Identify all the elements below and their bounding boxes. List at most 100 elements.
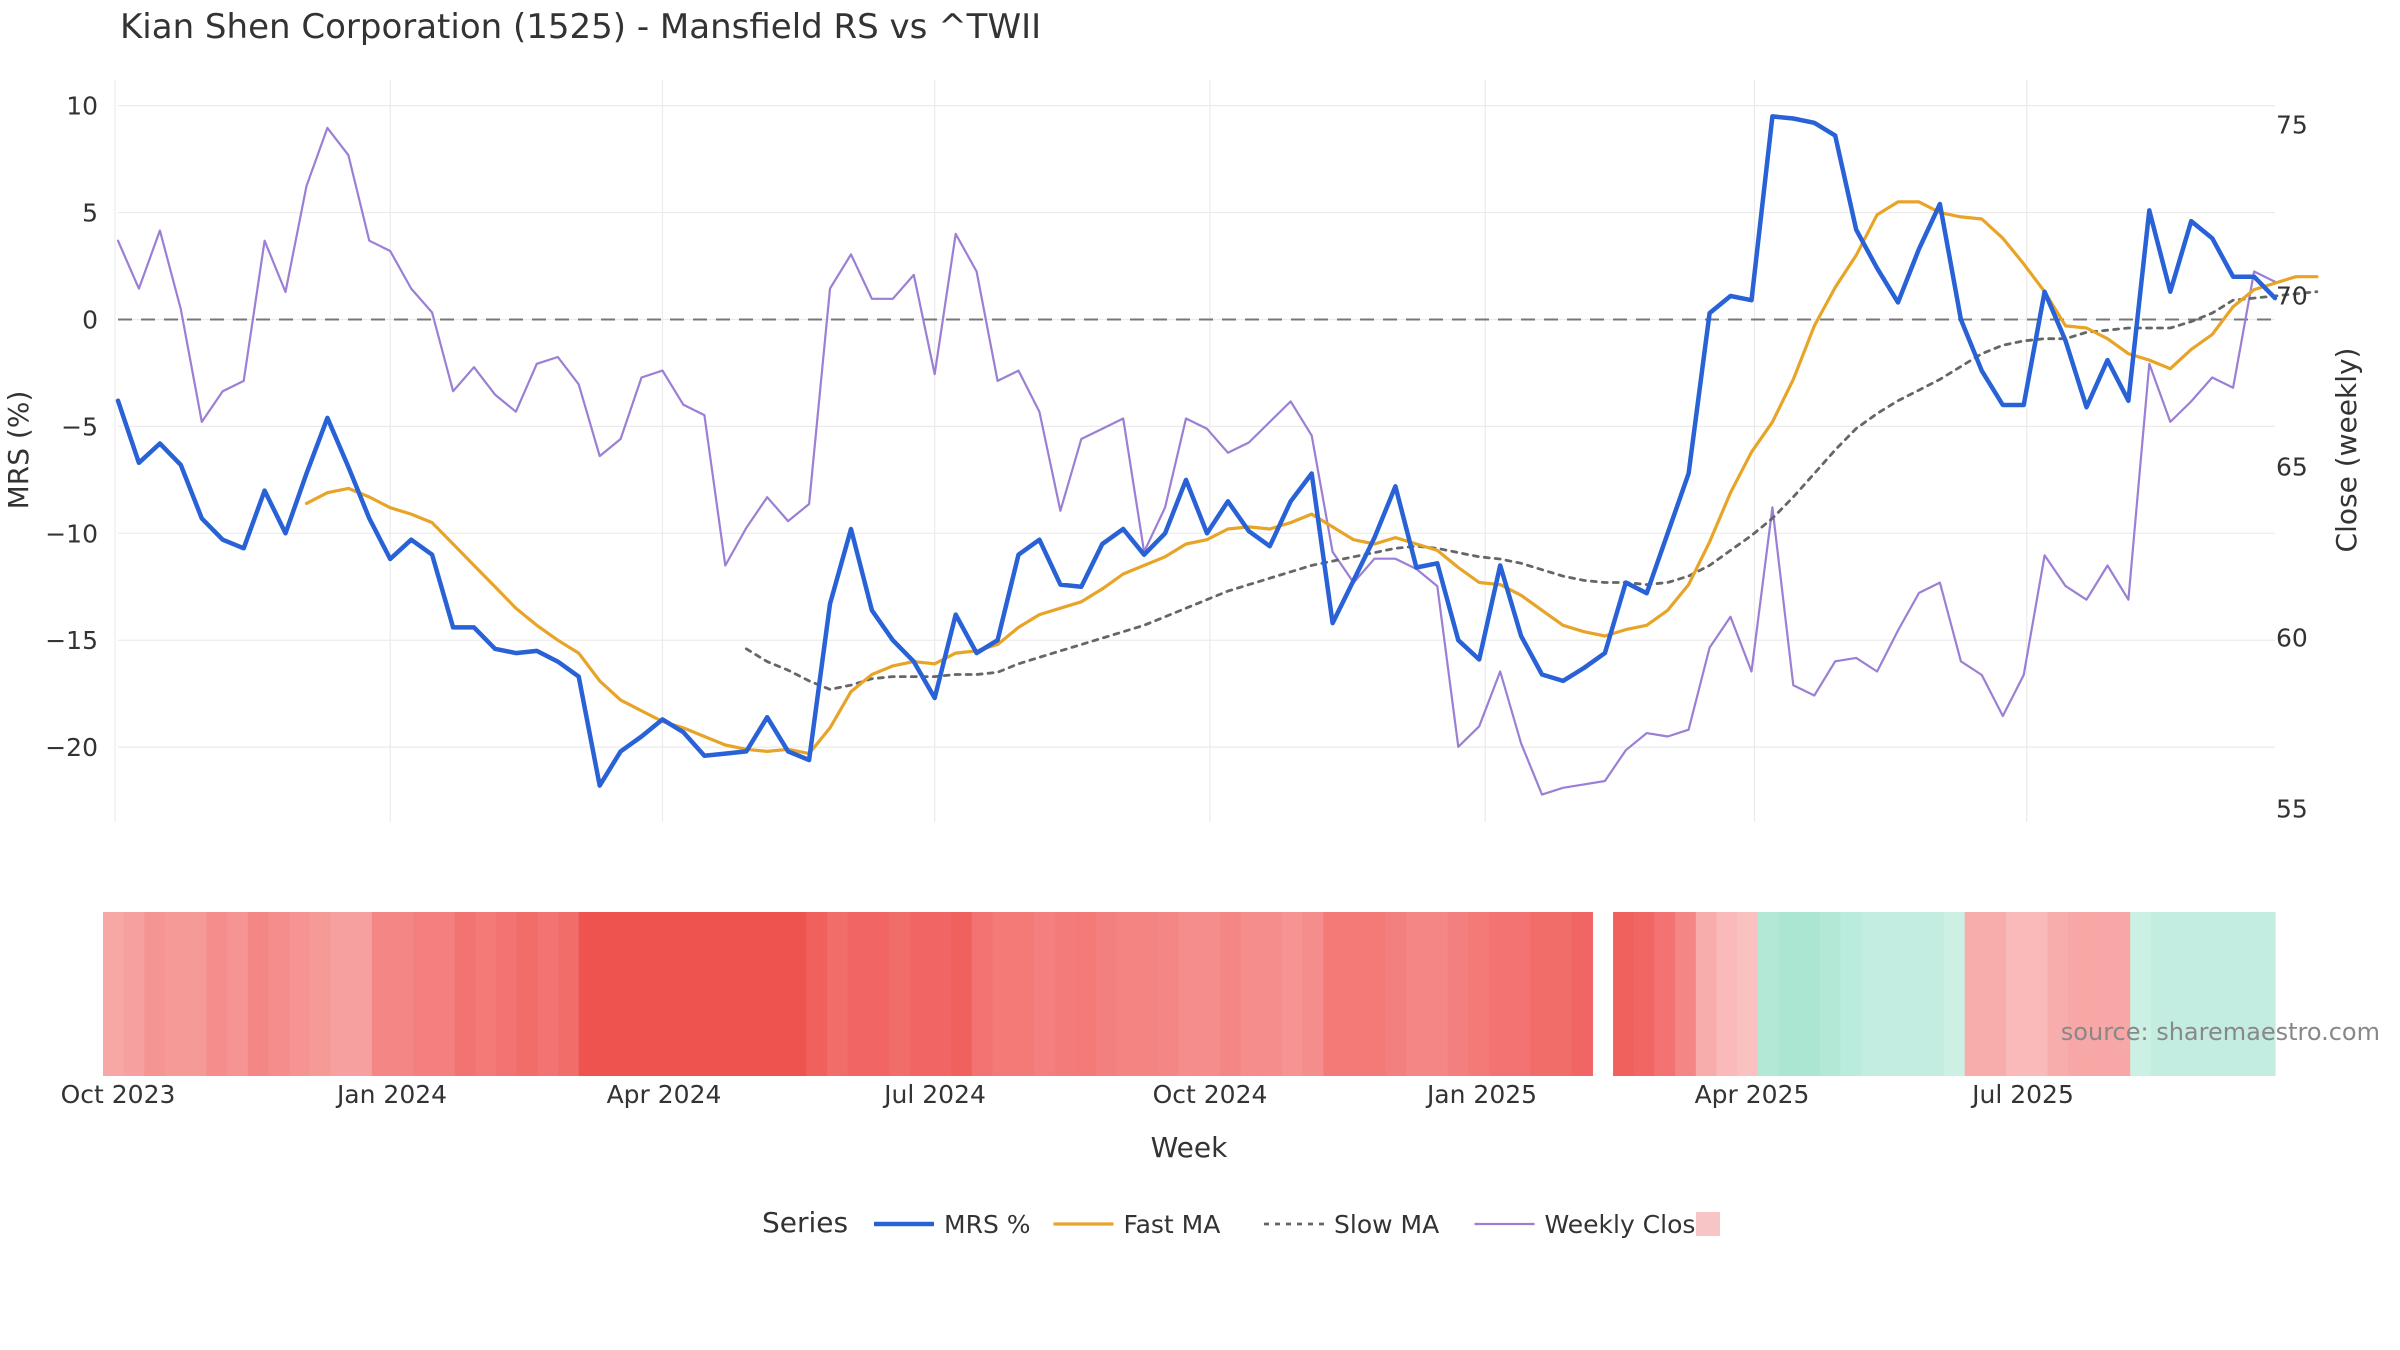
strip-cell — [1095, 912, 1118, 1076]
strip-cell — [2026, 912, 2049, 1076]
x-axis-label: Week — [1151, 1131, 1228, 1164]
strip-cell — [2068, 912, 2090, 1076]
x-tick-label: Jul 2025 — [1970, 1080, 2074, 1109]
strip-cell — [454, 912, 476, 1076]
strip-cell — [620, 912, 642, 1076]
strip-cell — [289, 912, 311, 1076]
strip-cell — [992, 912, 1014, 1076]
y-axis-left-label: MRS (%) — [2, 391, 35, 510]
strip-cell — [2088, 912, 2111, 1076]
strip-cell — [1385, 912, 1407, 1076]
strip-cell — [1240, 912, 1262, 1076]
x-tick-label: Apr 2025 — [1695, 1080, 1810, 1109]
series-line-close — [116, 126, 2277, 796]
strip-cell — [909, 912, 932, 1076]
y-left-tick-label: 5 — [82, 199, 98, 228]
y-right-tick-label: 70 — [2276, 281, 2308, 310]
legend-swatch-strip — [1696, 1212, 1720, 1236]
strip-cell — [1488, 912, 1511, 1076]
y-right-tick-label: 55 — [2276, 794, 2308, 823]
strip-cell — [1406, 912, 1428, 1076]
strip-cell — [764, 912, 787, 1076]
strip-cell — [1530, 912, 1552, 1076]
strip-cell — [1633, 912, 1656, 1076]
strip-cell — [889, 912, 911, 1076]
strip-cell — [827, 912, 849, 1076]
strip-cell — [558, 912, 580, 1076]
legend-label-close: Weekly Close — [1545, 1210, 1711, 1239]
strip-cell — [847, 912, 869, 1076]
strip-cell — [1551, 912, 1573, 1076]
strip-cell — [165, 912, 187, 1076]
x-axis: Oct 2023 Jan 2024 Apr 2024 Jul 2024 Oct 2024… — [61, 1080, 2074, 1109]
strip-cell — [702, 912, 725, 1076]
series-line-slow — [744, 290, 2319, 691]
y-right-tick-label: 60 — [2276, 623, 2308, 652]
y-left-tick-label: −5 — [61, 412, 98, 441]
strip-cell — [2150, 912, 2173, 1076]
strip-cell — [971, 912, 994, 1076]
x-tick-label: Jul 2024 — [882, 1080, 986, 1109]
x-tick-label: Apr 2024 — [607, 1080, 722, 1109]
strip-cell — [413, 912, 435, 1076]
heat-strip — [103, 912, 2276, 1076]
x-tick-label: Oct 2024 — [1153, 1080, 1268, 1109]
watermark: source: sharemaestro.com — [2061, 1018, 2380, 1046]
strip-cell — [1902, 912, 1924, 1076]
strip-cell — [247, 912, 270, 1076]
strip-cell — [144, 912, 166, 1076]
strip-cell — [951, 912, 973, 1076]
y-left-tick-label: 0 — [82, 305, 98, 334]
strip-cell — [330, 912, 352, 1076]
strip-cell — [433, 912, 456, 1076]
strip-cell — [868, 912, 890, 1076]
right-axis: 75 70 65 60 55 — [2276, 110, 2308, 823]
series-layer — [115, 114, 2319, 796]
chart-title: Kian Shen Corporation (1525) - Mansfield… — [120, 7, 1041, 47]
strip-cell — [661, 912, 683, 1076]
strip-cell — [785, 912, 807, 1076]
strip-cell — [744, 912, 766, 1076]
strip-cell — [309, 912, 332, 1076]
strip-cell — [2047, 912, 2069, 1076]
strip-cell — [1344, 912, 1366, 1076]
strip-cell — [930, 912, 952, 1076]
y-left-tick-label: −20 — [45, 733, 98, 762]
strip-cell — [1261, 912, 1283, 1076]
strip-cell — [1302, 912, 1325, 1076]
strip-cell — [1985, 912, 2007, 1076]
strip-cell — [2130, 912, 2152, 1076]
x-tick-label: Jan 2024 — [335, 1080, 447, 1109]
strip-cell — [1799, 912, 1821, 1076]
strip-cell — [2171, 912, 2193, 1076]
strip-cell — [1923, 912, 1945, 1076]
strip-cell — [227, 912, 249, 1076]
strip-cell — [1447, 912, 1469, 1076]
strip-cell — [206, 912, 228, 1076]
y-left-tick-label: 10 — [66, 92, 98, 121]
strip-cell — [1364, 912, 1387, 1076]
strip-cell — [1075, 912, 1097, 1076]
strip-cell — [1116, 912, 1138, 1076]
strip-cell — [1178, 912, 1200, 1076]
strip-cell — [1199, 912, 1221, 1076]
strip-cell — [1613, 912, 1635, 1076]
strip-cell — [1054, 912, 1076, 1076]
strip-cell — [1157, 912, 1180, 1076]
legend-label-slow: Slow MA — [1334, 1210, 1439, 1239]
strip-cell — [1282, 912, 1304, 1076]
strip-cell — [682, 912, 704, 1076]
legend-title: Series — [762, 1206, 848, 1239]
strip-cell — [2006, 912, 2028, 1076]
strip-cell — [1468, 912, 1490, 1076]
y-right-tick-label: 65 — [2276, 452, 2308, 481]
strip-cell — [2109, 912, 2131, 1076]
strip-cell — [1509, 912, 1531, 1076]
legend: Series MRS % Fast MA Slow MA Weekly Close — [762, 1206, 1720, 1239]
series-line-fast — [304, 200, 2319, 756]
strip-cell — [1426, 912, 1449, 1076]
strip-cell — [1220, 912, 1242, 1076]
strip-cell — [1964, 912, 1986, 1076]
strip-cell — [599, 912, 621, 1076]
